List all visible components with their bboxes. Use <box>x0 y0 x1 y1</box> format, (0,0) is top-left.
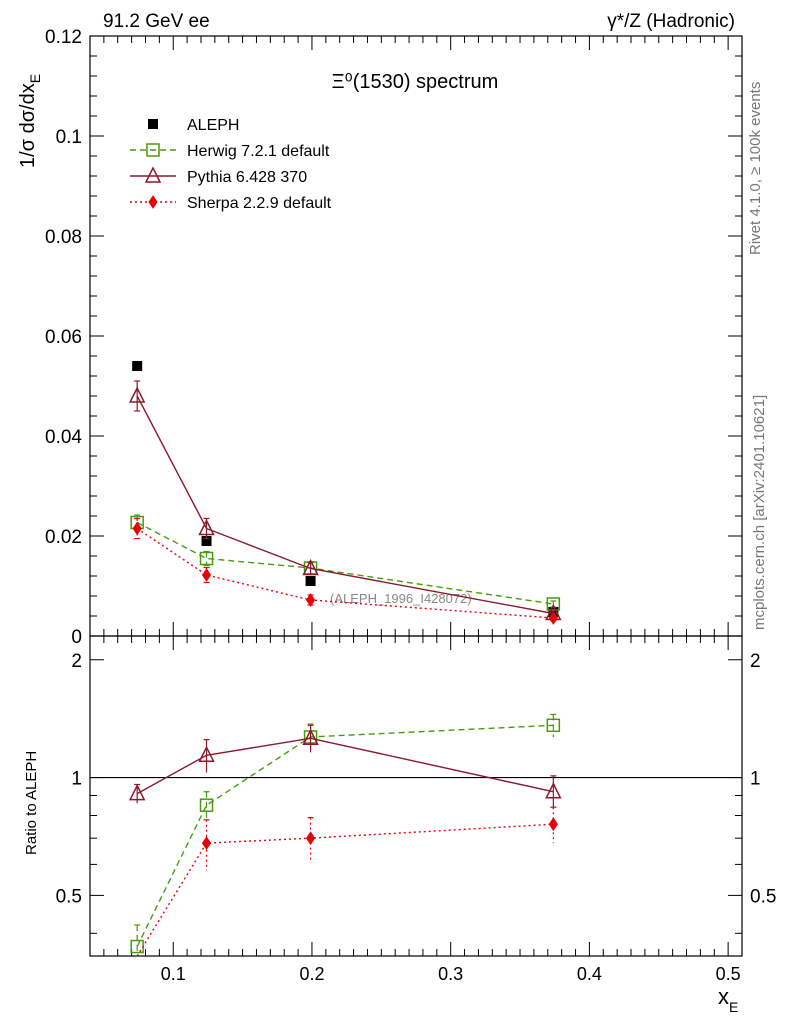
data-point <box>132 521 142 536</box>
data-point <box>201 536 212 546</box>
legend: ALEPH Herwig 7.2.1 default Pythia 6.428 37… <box>130 117 332 212</box>
ratio-point <box>199 798 214 812</box>
x-tick-label: 0.5 <box>716 964 741 984</box>
data-point <box>148 195 158 209</box>
x-tick-label: 0.2 <box>299 964 324 984</box>
ratio-tick-label: 2 <box>71 651 82 672</box>
ratio-point <box>545 782 562 799</box>
data-point <box>148 119 158 129</box>
data-point <box>302 558 319 576</box>
ratio-point <box>546 718 561 733</box>
series-line <box>136 527 554 619</box>
rivet-version-label: Rivet 4.1.0, ≥ 100k events <box>747 82 764 255</box>
ratio-point <box>198 745 215 763</box>
ratio-tick-label-right: 0.5 <box>750 886 776 907</box>
series-line <box>136 395 554 615</box>
data-point <box>132 361 143 371</box>
data-point <box>146 143 160 157</box>
axes-group: 0.1 0.2 0.3 0.4 0.5 0 0.02 0.04 0.06 0.08 0.1 0.12 0… <box>45 27 776 984</box>
y-axis-label-main: 1/σ dσ/dx <box>17 83 39 168</box>
legend-label: Sherpa 2.2.9 default <box>187 195 332 212</box>
ratio-point <box>548 817 558 832</box>
legend-label: Herwig 7.2.1 default <box>187 143 330 160</box>
chart-title: Ξ⁰(1530) spectrum <box>332 71 499 93</box>
series-pythia-6-428-370 <box>128 380 562 810</box>
y-tick-label: 0.12 <box>45 27 82 48</box>
y-tick-label: 0.06 <box>45 327 82 348</box>
data-point <box>198 518 215 536</box>
ratio-tick-label-right: 2 <box>750 651 761 672</box>
data-point <box>305 593 316 607</box>
y-axis-label: 1/σ dσ/dxE <box>17 74 43 168</box>
ratio-axis-label: Ratio to ALEPH <box>23 751 40 855</box>
series-herwig-7-2-1-default <box>130 514 561 956</box>
x-axis-label-sub: E <box>729 999 738 1015</box>
series-group <box>128 361 562 957</box>
data-point <box>201 568 212 582</box>
ratio-line <box>136 724 554 947</box>
ratio-point <box>128 783 146 801</box>
data-point <box>546 597 561 611</box>
ratio-panel-frame <box>89 635 743 957</box>
ratio-line <box>136 823 554 957</box>
ratio-point <box>201 836 212 851</box>
ratio-point <box>302 728 319 746</box>
ratio-point <box>305 831 316 846</box>
header-energy-label: 91.2 GeV ee <box>103 11 210 32</box>
y-tick-label: 0.02 <box>45 527 82 548</box>
x-axis-label-main: x <box>718 984 729 1009</box>
data-point <box>128 386 146 403</box>
legend-entry: Sherpa 2.2.9 default <box>130 195 332 212</box>
reference-label: (ALEPH_1996_I428072) <box>330 591 472 606</box>
x-axis-label: xE <box>718 984 738 1015</box>
y-tick-label: 0.1 <box>56 127 82 148</box>
legend-entry: ALEPH <box>148 117 239 134</box>
legend-entry: Pythia 6.428 370 <box>130 166 307 186</box>
mcplots-label: mcplots.cern.ch [arXiv:2401.10621] <box>751 395 768 630</box>
x-tick-label: 0.1 <box>161 964 186 984</box>
header-process-label: γ*/Z (Hadronic) <box>607 11 735 32</box>
data-point <box>548 611 558 625</box>
ratio-tick-label: 1 <box>71 769 82 790</box>
ratio-tick-label-right: 1 <box>750 769 761 790</box>
y-tick-label: 0 <box>71 627 82 648</box>
y-tick-label: 0.04 <box>45 427 82 448</box>
data-point <box>305 576 316 586</box>
x-tick-label: 0.4 <box>577 964 602 984</box>
series-sherpa-2-2-9-default <box>132 517 558 957</box>
legend-label: ALEPH <box>187 117 239 134</box>
x-tick-label: 0.3 <box>438 964 463 984</box>
ratio-tick-label: 0.5 <box>56 886 82 907</box>
series-line <box>136 521 554 605</box>
data-point <box>144 166 162 183</box>
legend-label: Pythia 6.428 370 <box>187 169 307 186</box>
ratio-line <box>136 737 554 795</box>
legend-entry: Herwig 7.2.1 default <box>130 143 330 160</box>
y-axis-label-sub: E <box>27 74 43 83</box>
series-aleph <box>132 361 559 617</box>
data-point <box>199 551 214 566</box>
y-tick-label: 0.08 <box>45 227 82 248</box>
